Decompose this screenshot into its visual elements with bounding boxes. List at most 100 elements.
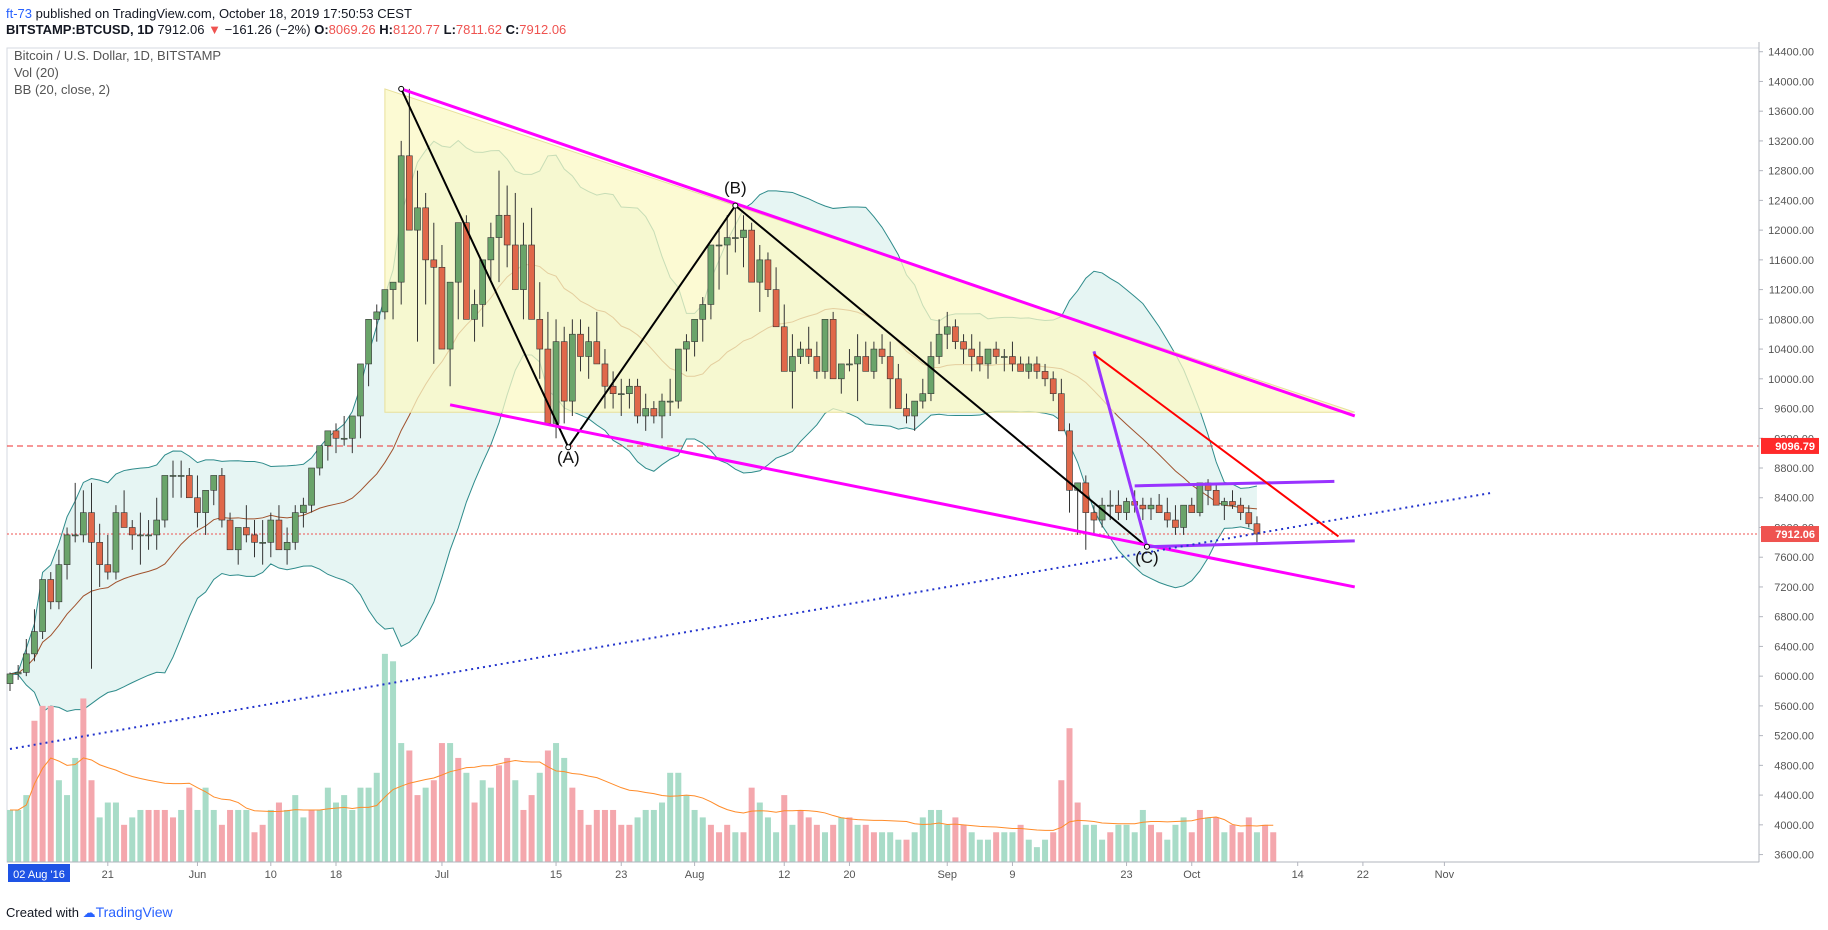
candle-body bbox=[683, 341, 690, 350]
x-tick-label: 21 bbox=[102, 869, 114, 881]
wave-label: (B) bbox=[724, 179, 747, 198]
candle-body bbox=[1237, 504, 1244, 513]
volume-bar bbox=[504, 757, 511, 862]
x-tick-label: 20 bbox=[843, 869, 855, 881]
volume-bar bbox=[1270, 832, 1277, 862]
volume-bar bbox=[642, 809, 649, 862]
y-tick-label: 11200.00 bbox=[1769, 285, 1814, 297]
volume-bar bbox=[227, 809, 234, 862]
volume-bar bbox=[1066, 728, 1073, 862]
volume-bar bbox=[145, 809, 152, 862]
y-tick-label: 10000.00 bbox=[1768, 374, 1814, 386]
candle-body bbox=[112, 512, 120, 573]
close-label: C: bbox=[505, 22, 520, 37]
volume-bar bbox=[683, 795, 690, 862]
y-tick-label: 6400.00 bbox=[1774, 641, 1814, 653]
candle-body bbox=[316, 445, 324, 469]
candle-body bbox=[454, 222, 462, 283]
candle-body bbox=[601, 363, 609, 387]
candle-body bbox=[935, 333, 943, 357]
volume-bar bbox=[634, 817, 641, 862]
y-tick-label: 12800.00 bbox=[1768, 166, 1814, 178]
volume-bar bbox=[903, 839, 910, 862]
candle-body bbox=[952, 326, 959, 342]
volume-bar bbox=[235, 809, 242, 862]
volume-bar bbox=[707, 824, 714, 862]
wave-pivot-dot bbox=[565, 444, 572, 451]
volume-bar bbox=[438, 743, 445, 862]
volume-bar bbox=[667, 772, 674, 862]
volume-bar bbox=[308, 809, 315, 862]
volume-bars bbox=[7, 653, 1277, 862]
price-label-text: 9096.79 bbox=[1775, 441, 1815, 453]
volume-bar bbox=[316, 809, 323, 862]
candle-body bbox=[960, 341, 967, 350]
candle-body bbox=[699, 304, 707, 320]
volume-bar bbox=[300, 817, 307, 862]
candle-body bbox=[503, 214, 511, 246]
volume-bar bbox=[944, 824, 951, 862]
candle-body bbox=[544, 348, 552, 424]
bb-lower-line bbox=[9, 354, 1258, 713]
price-label-text: 7912.06 bbox=[1775, 529, 1815, 541]
volume-bar bbox=[610, 809, 617, 862]
candle-body bbox=[895, 378, 902, 409]
candle-body bbox=[1058, 393, 1065, 432]
open-value: 8069.26 bbox=[328, 22, 376, 37]
price-chart[interactable]: (A) (B) (C) 3600.00 4000.00 4400.00 4800.00 52… bbox=[0, 42, 1828, 902]
range-top-line bbox=[1134, 479, 1335, 488]
candle-body bbox=[1245, 512, 1253, 525]
candle-body bbox=[145, 534, 152, 537]
candle-body bbox=[1025, 363, 1033, 372]
candle-body bbox=[1066, 430, 1073, 491]
last-price: 7912.06 bbox=[157, 22, 205, 37]
x-tick-label: 22 bbox=[1357, 869, 1369, 881]
wave-label: (A) bbox=[557, 448, 580, 467]
drop-line-line bbox=[1092, 350, 1149, 548]
volume-bar bbox=[430, 780, 437, 862]
volume-bar bbox=[512, 780, 519, 862]
candle-body bbox=[1253, 523, 1261, 535]
volume-bar bbox=[536, 772, 543, 862]
volume-bar bbox=[161, 809, 168, 862]
volume-bar bbox=[846, 817, 853, 862]
volume-bar bbox=[1188, 832, 1195, 862]
volume-bar bbox=[349, 809, 356, 862]
candle-body bbox=[210, 475, 218, 491]
volume-bar bbox=[64, 795, 71, 862]
volume-bar bbox=[1033, 847, 1040, 862]
candle-body bbox=[96, 542, 103, 565]
close-value: 7912.06 bbox=[519, 22, 567, 37]
candle-body bbox=[878, 348, 886, 357]
y-tick-label: 3600.00 bbox=[1774, 850, 1814, 862]
volume-bar bbox=[960, 824, 967, 862]
author-link[interactable]: ft-73 bbox=[6, 6, 33, 21]
candle-body bbox=[617, 393, 625, 395]
candle-body bbox=[1009, 356, 1016, 365]
candle-body bbox=[634, 385, 641, 417]
x-tick-label: 18 bbox=[330, 869, 342, 881]
tradingview-link[interactable]: TradingView bbox=[95, 904, 173, 920]
candle-body bbox=[381, 289, 389, 313]
x-tick-label: 23 bbox=[615, 869, 627, 881]
candle-body bbox=[275, 519, 283, 551]
candle-body bbox=[63, 534, 71, 565]
candle-body bbox=[373, 311, 381, 320]
volume-bar bbox=[593, 809, 600, 862]
volume-bar bbox=[732, 832, 739, 862]
candle-body bbox=[927, 356, 935, 394]
volume-bar bbox=[724, 824, 731, 862]
volume-bar bbox=[15, 809, 22, 862]
volume-bar bbox=[854, 824, 861, 862]
volume-bar bbox=[1196, 809, 1203, 862]
volume-bar bbox=[544, 750, 551, 862]
candle-body bbox=[55, 564, 63, 603]
candle-body bbox=[308, 467, 315, 506]
legend-volume: Vol (20) bbox=[14, 65, 59, 80]
volume-bar bbox=[275, 802, 282, 862]
candle-body bbox=[332, 430, 340, 439]
candle-body bbox=[471, 304, 478, 320]
volume-bar bbox=[479, 780, 486, 862]
volume-bar bbox=[927, 809, 934, 862]
candle-body bbox=[161, 475, 169, 521]
